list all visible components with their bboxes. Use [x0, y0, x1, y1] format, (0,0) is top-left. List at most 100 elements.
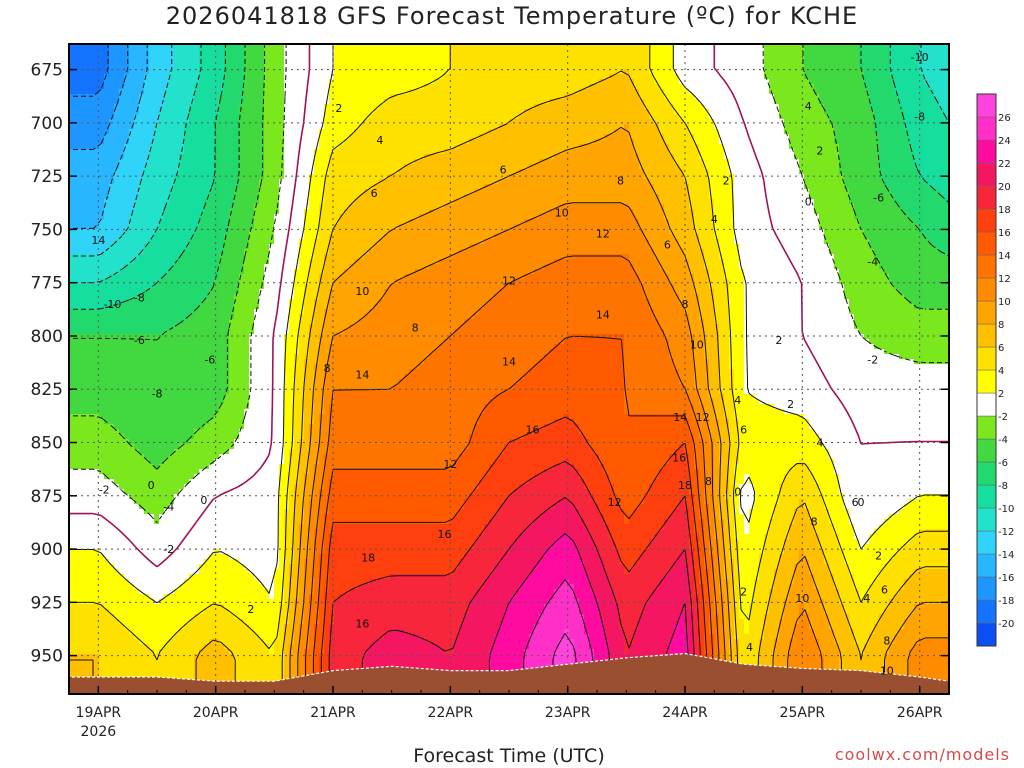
temperature-cell [134, 489, 140, 495]
temperature-cell [244, 659, 250, 665]
temperature-cell [74, 179, 80, 185]
temperature-cell [229, 109, 235, 115]
temperature-cell [129, 624, 135, 630]
temperature-cell [149, 664, 155, 670]
temperature-cell [139, 119, 145, 125]
temperature-cell [204, 264, 210, 270]
temperature-cell [154, 444, 160, 450]
temperature-cell [109, 224, 115, 230]
temperature-cell [74, 239, 80, 245]
temperature-cell [224, 204, 230, 210]
temperature-cell [179, 214, 185, 220]
temperature-cell [249, 59, 255, 65]
temperature-cell [159, 244, 165, 250]
temperature-cell [169, 349, 175, 355]
temperature-cell [139, 194, 145, 200]
temperature-cell [144, 314, 150, 320]
temperature-cell [79, 399, 85, 405]
temperature-cell [229, 674, 235, 680]
temperature-cell [124, 254, 130, 260]
temperature-cell [144, 549, 150, 555]
temperature-cell [239, 649, 245, 655]
temperature-cell [149, 369, 155, 375]
temperature-cell [179, 404, 185, 410]
temperature-cell [229, 354, 235, 360]
temperature-cell [239, 319, 245, 325]
temperature-cell [169, 94, 175, 100]
temperature-cell [114, 89, 120, 95]
temperature-cell [94, 534, 100, 540]
temperature-cell [139, 159, 145, 165]
temperature-cell [79, 489, 85, 495]
temperature-cell [94, 134, 100, 140]
temperature-cell [94, 269, 100, 275]
temperature-cell [254, 144, 260, 150]
temperature-cell [154, 329, 160, 335]
temperature-cell [69, 609, 75, 615]
temperature-cell [189, 304, 195, 310]
temperature-cell [219, 639, 225, 645]
temperature-cell [179, 349, 185, 355]
temperature-cell [104, 579, 110, 585]
temperature-cell [214, 184, 220, 190]
temperature-cell [214, 404, 220, 410]
temperature-cell [229, 349, 235, 355]
temperature-cell [149, 589, 155, 595]
temperature-cell [104, 229, 110, 235]
temperature-cell [199, 194, 205, 200]
temperature-cell [209, 504, 215, 510]
temperature-cell [254, 654, 260, 660]
temperature-cell [74, 114, 80, 120]
temperature-cell [249, 339, 255, 345]
temperature-cell [114, 54, 120, 60]
temperature-cell [149, 54, 155, 60]
temperature-cell [134, 499, 140, 505]
temperature-cell [134, 594, 140, 600]
temperature-cell [89, 149, 95, 155]
temperature-cell [84, 579, 90, 585]
temperature-cell [94, 229, 100, 235]
temperature-cell [149, 274, 155, 280]
temperature-cell [149, 599, 155, 605]
temperature-cell [199, 589, 205, 595]
temperature-cell [154, 324, 160, 330]
temperature-cell [99, 669, 105, 675]
temperature-cell [214, 609, 220, 615]
temperature-cell [224, 349, 230, 355]
temperature-cell [164, 104, 170, 110]
temperature-cell [239, 49, 245, 55]
temperature-cell [149, 89, 155, 95]
temperature-cell [124, 494, 130, 500]
temperature-cell [254, 239, 260, 245]
temperature-cell [104, 404, 110, 410]
temperature-cell [254, 154, 260, 160]
temperature-cell [109, 174, 115, 180]
temperature-cell [194, 674, 200, 680]
temperature-cell [69, 349, 75, 355]
temperature-cell [234, 294, 240, 300]
temperature-cell [74, 379, 80, 385]
temperature-cell [249, 144, 255, 150]
temperature-cell [109, 639, 115, 645]
temperature-cell [99, 229, 105, 235]
temperature-cell [209, 414, 215, 420]
temperature-cell [189, 629, 195, 635]
temperature-cell [174, 624, 180, 630]
temperature-cell [209, 99, 215, 105]
temperature-cell [209, 199, 215, 205]
temperature-cell [119, 114, 125, 120]
temperature-cell [199, 594, 205, 600]
temperature-cell [244, 169, 250, 175]
temperature-cell [244, 99, 250, 105]
temperature-cell [99, 499, 105, 505]
temperature-cell [184, 559, 190, 565]
temperature-cell [134, 139, 140, 145]
temperature-cell [129, 464, 135, 470]
temperature-cell [109, 204, 115, 210]
temperature-cell [179, 189, 185, 195]
temperature-cell [104, 354, 110, 360]
temperature-cell [159, 634, 165, 640]
temperature-cell [139, 104, 145, 110]
temperature-cell [84, 549, 90, 555]
temperature-cell [89, 254, 95, 260]
